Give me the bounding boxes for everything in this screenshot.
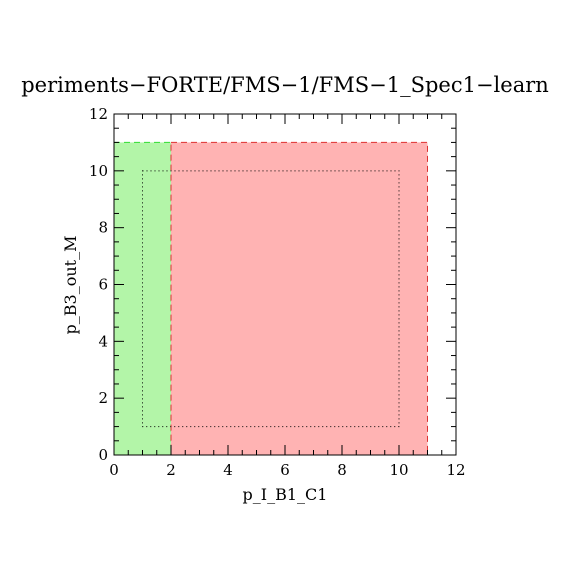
- dotted-box: [142, 170, 400, 428]
- y-tick-label: 4: [98, 332, 108, 350]
- region-1: [170, 141, 428, 456]
- x-tick-label: 0: [109, 461, 119, 479]
- x-tick-label: 12: [446, 461, 465, 479]
- y-tick-label: 6: [98, 276, 108, 294]
- y-tick-label: 2: [98, 389, 108, 407]
- plot-area: 0 2 4 6 8 10 12 0 2 4 6 8 10 12: [89, 105, 466, 479]
- chart-title: periments−FORTE/FMS−1/FMS−1_Spec1−learn: [21, 73, 549, 97]
- x-axis-label: p_I_B1_C1: [243, 485, 328, 504]
- x-tick-label: 10: [389, 461, 408, 479]
- x-tick-label: 6: [280, 461, 290, 479]
- y-tick-label: 0: [98, 446, 108, 464]
- y-tick-label: 10: [89, 162, 108, 180]
- y-axis-label: p_B3_out_M: [61, 236, 80, 335]
- x-tick-label: 8: [337, 461, 347, 479]
- x-tick-label: 4: [223, 461, 233, 479]
- y-tick-label: 12: [89, 105, 108, 123]
- x-tick-label: 2: [166, 461, 176, 479]
- y-tick-label: 8: [98, 219, 108, 237]
